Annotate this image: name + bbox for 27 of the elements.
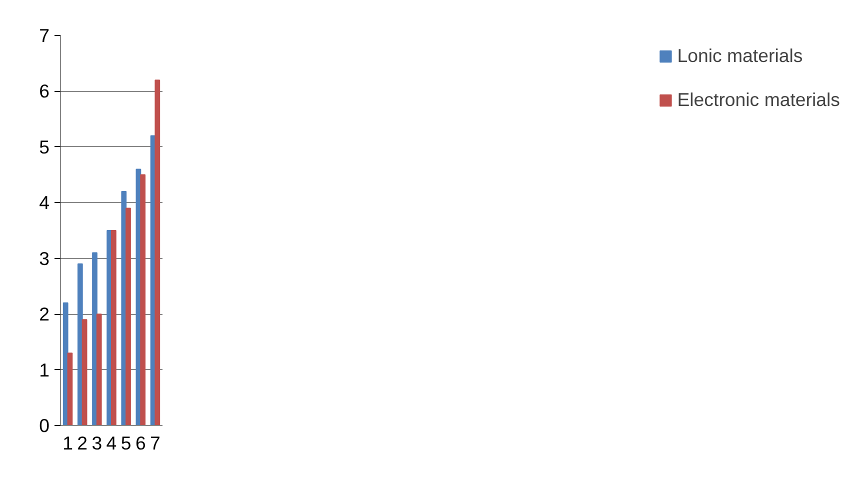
y-tick-label: 2 [39,304,50,325]
bar [111,230,116,426]
bar [62,302,68,426]
bar [126,208,131,426]
bar [92,252,98,426]
y-tick-label: 5 [39,136,50,158]
x-tick-label: 2 [77,432,88,454]
x-tick-label: 4 [106,432,117,454]
y-tick-label: 7 [39,25,50,46]
legend-label: Lonic materials [677,45,803,67]
x-tick-label: 5 [120,432,132,454]
bar [154,80,160,426]
bar [140,174,146,426]
x-tick-label: 1 [62,432,73,454]
y-tick-label: 4 [39,192,50,214]
x-tick-label: 6 [135,432,146,454]
y-tick-label: 3 [39,248,50,269]
x-tick-label: 3 [92,432,102,454]
legend-label: Electronic materials [677,89,840,111]
y-tick-label: 6 [39,80,50,102]
bar [96,314,102,426]
bar [82,319,88,426]
bar [77,263,83,426]
y-tick-label: 0 [39,415,50,436]
y-tick-label: 1 [39,359,50,380]
bar [67,352,73,426]
x-tick-label: 7 [150,432,160,454]
